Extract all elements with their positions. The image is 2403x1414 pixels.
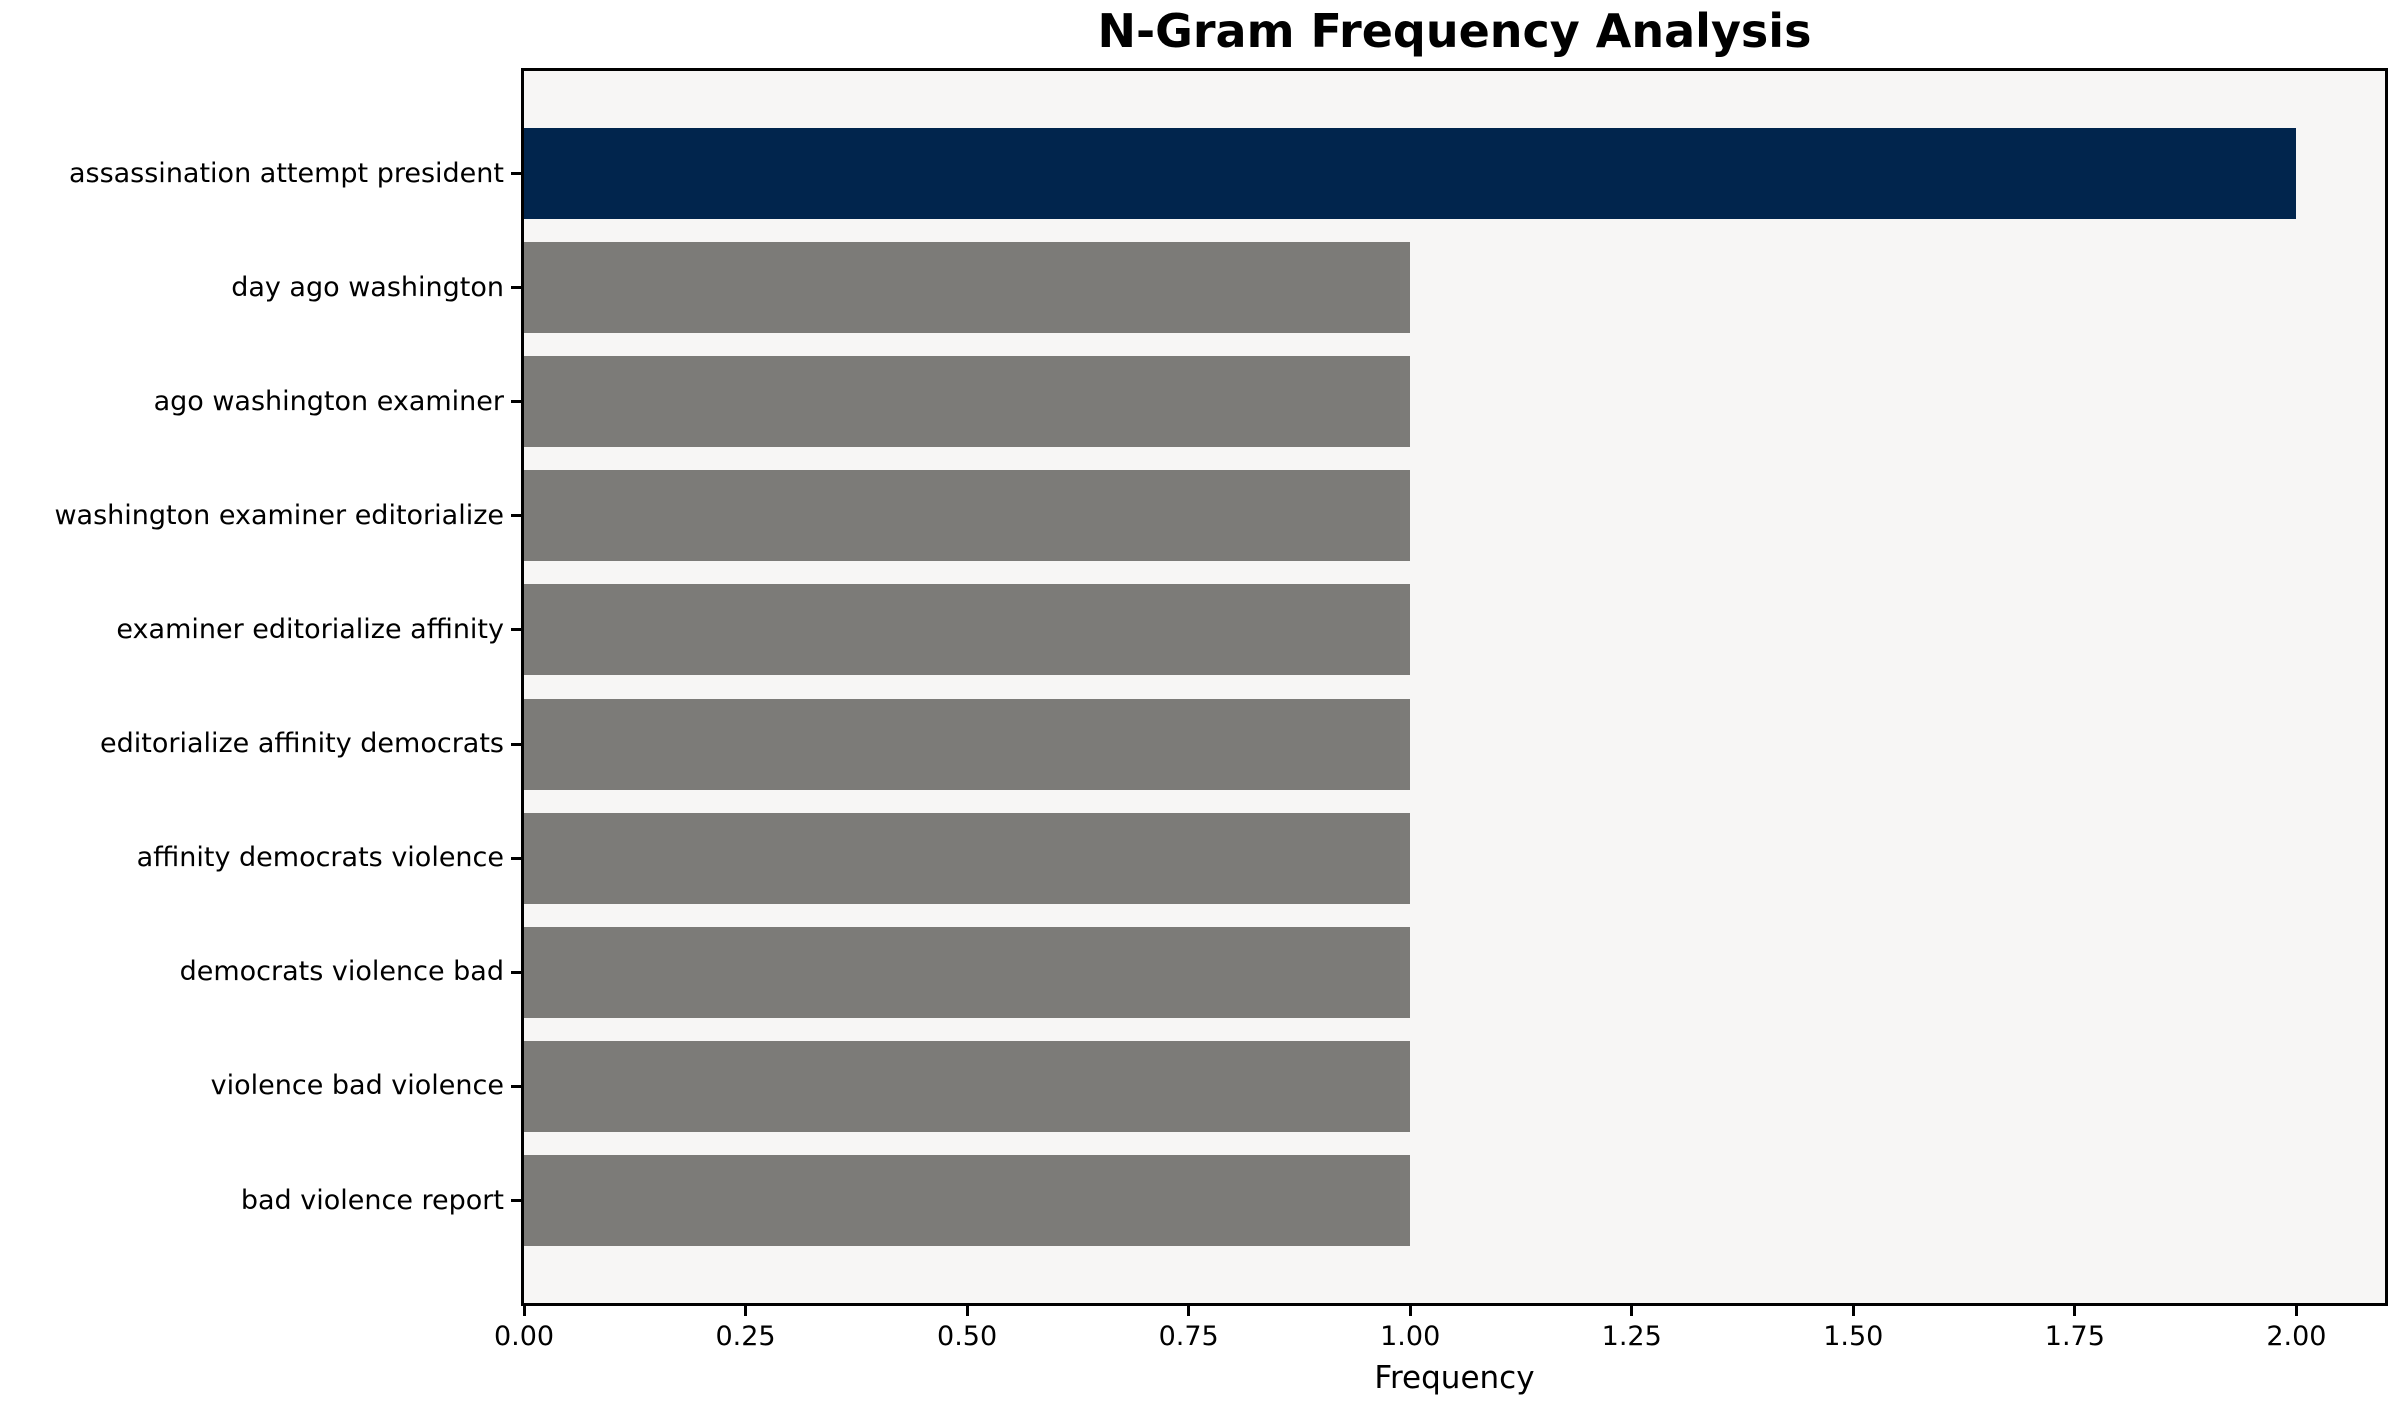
x-tick-label: 0.25	[715, 1321, 776, 1352]
bar	[524, 584, 1411, 676]
y-tick	[511, 856, 521, 860]
y-axis-label: ago washington examiner	[153, 385, 504, 417]
x-tick-label: 1.50	[1823, 1321, 1884, 1352]
bar	[524, 242, 1411, 334]
x-tick	[1851, 1306, 1855, 1316]
x-tick	[2073, 1306, 2077, 1316]
bar	[524, 128, 2297, 219]
y-tick	[511, 400, 521, 404]
y-axis-label: affinity democrats violence	[136, 842, 504, 874]
x-tick	[1408, 1306, 1412, 1316]
x-tick-label: 1.75	[2044, 1321, 2105, 1352]
x-tick-label: 1.00	[1380, 1321, 1441, 1352]
x-tick	[965, 1306, 969, 1316]
bar	[524, 812, 1411, 904]
x-tick	[1630, 1306, 1634, 1316]
bar	[524, 470, 1411, 562]
y-tick	[511, 1084, 521, 1088]
bars-container	[524, 71, 2385, 1303]
x-axis-label: Frequency	[1374, 1360, 1535, 1396]
plot-area	[521, 68, 2388, 1306]
y-axis-label: editorialize affinity democrats	[100, 728, 504, 760]
bar	[524, 1155, 1411, 1246]
y-axis-label: examiner editorialize affinity	[116, 613, 504, 645]
x-tick	[522, 1306, 526, 1316]
y-axis-label: bad violence report	[240, 1184, 504, 1216]
y-axis-label: democrats violence bad	[179, 956, 504, 988]
y-axis-label: washington examiner editorialize	[54, 499, 504, 531]
bar	[524, 926, 1411, 1018]
y-tick	[511, 286, 521, 290]
bar	[524, 356, 1411, 448]
bar	[524, 1040, 1411, 1132]
x-tick-label: 0.50	[937, 1321, 998, 1352]
bar	[524, 698, 1411, 790]
x-tick-label: 2.00	[2266, 1321, 2327, 1352]
x-tick-label: 0.00	[493, 1321, 555, 1352]
y-tick	[511, 970, 521, 974]
x-tick	[1187, 1306, 1191, 1316]
y-tick	[511, 514, 521, 518]
x-tick	[744, 1306, 748, 1316]
y-tick	[511, 742, 521, 746]
y-axis-label: day ago washington	[231, 271, 504, 303]
x-tick-label: 1.25	[1601, 1321, 1662, 1352]
y-tick	[511, 1199, 521, 1202]
y-tick	[511, 628, 521, 632]
y-axis-label: assassination attempt president	[68, 157, 504, 189]
x-tick-label: 0.75	[1158, 1321, 1219, 1352]
x-tick	[2294, 1306, 2298, 1316]
y-tick	[511, 172, 521, 175]
chart-title: N-Gram Frequency Analysis	[1097, 4, 1812, 58]
y-axis-label: violence bad violence	[210, 1070, 504, 1102]
